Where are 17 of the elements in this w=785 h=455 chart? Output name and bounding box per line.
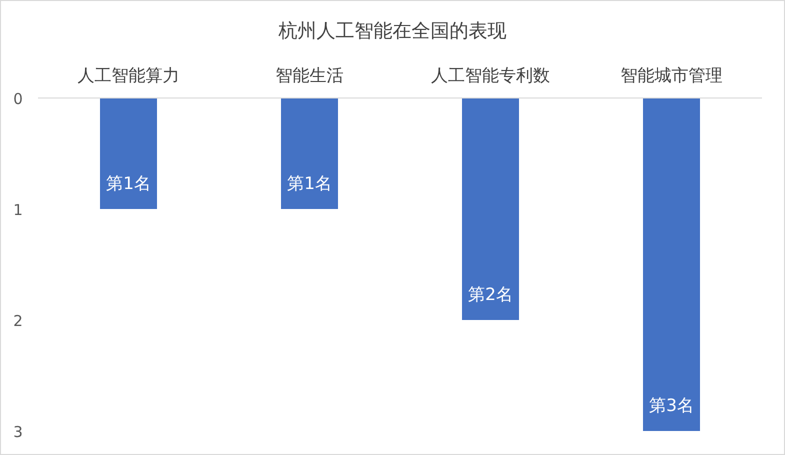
- data-label: 第3名: [649, 396, 694, 416]
- y-tick-label: 3: [13, 423, 23, 441]
- bar: [462, 98, 519, 320]
- x-tick-label: 智能生活: [276, 66, 344, 86]
- data-label: 第1名: [106, 174, 151, 194]
- x-tick-label: 人工智能专利数: [431, 66, 550, 86]
- x-tick-label: 智能城市管理: [620, 66, 722, 86]
- y-tick-label: 0: [13, 90, 23, 108]
- y-tick-label: 1: [13, 201, 23, 219]
- chart-title: 杭州人工智能在全国的表现: [278, 20, 506, 42]
- data-label: 第1名: [287, 174, 332, 194]
- bar: [100, 98, 157, 209]
- bar: [281, 98, 338, 209]
- y-tick-label: 2: [13, 312, 23, 330]
- bar: [643, 98, 700, 431]
- x-tick-label: 人工智能算力: [78, 66, 180, 86]
- data-label: 第2名: [468, 285, 513, 305]
